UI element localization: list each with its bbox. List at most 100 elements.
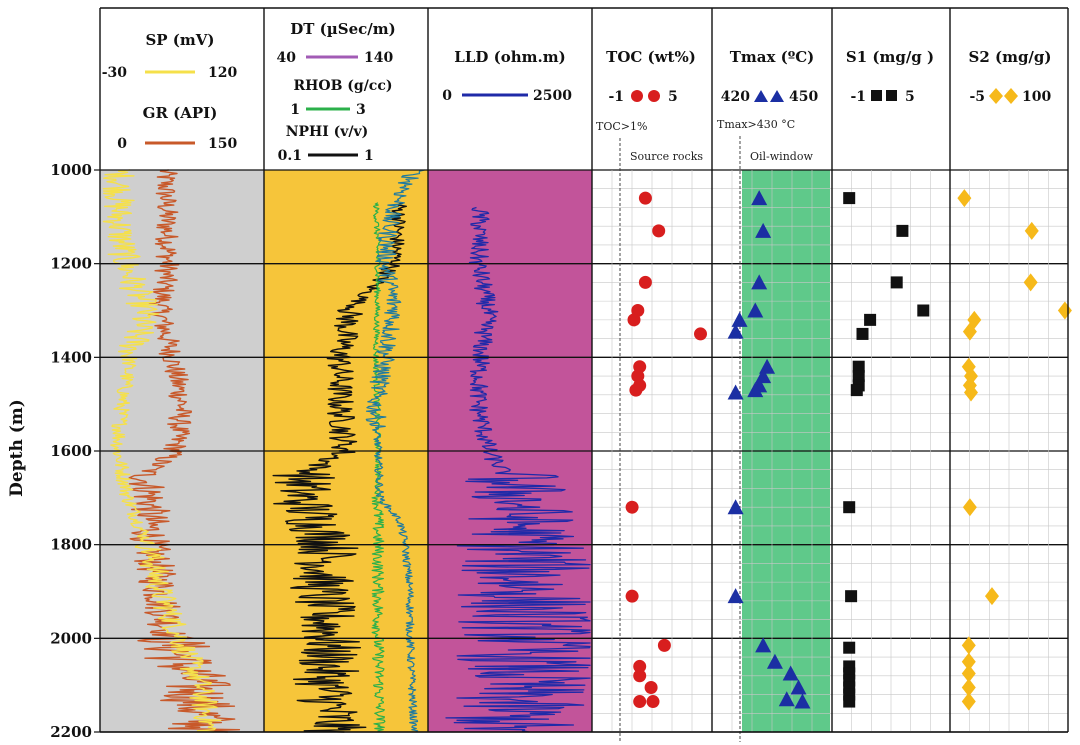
s1-title: S1 (mg/g ) [846, 48, 934, 66]
toc-max: 5 [668, 89, 678, 105]
y-tick-label: 1000 [50, 161, 92, 179]
tmax-point [794, 693, 811, 709]
s1-point [843, 501, 856, 514]
s2-point [961, 636, 976, 655]
y-tick-label: 2000 [50, 629, 92, 647]
toc-legend-marker [631, 90, 643, 102]
s2-point [984, 587, 999, 606]
s1-max: 5 [905, 89, 915, 105]
toc-point [625, 589, 639, 603]
s1-point [852, 360, 865, 373]
rhob-title: RHOB (g/cc) [294, 78, 393, 94]
gr-title: GR (API) [143, 104, 218, 122]
s1-point [896, 224, 909, 237]
toc-point [633, 669, 647, 683]
toc-zone-label: Source rocks [630, 150, 703, 163]
nphi-max: 1 [364, 148, 374, 164]
rhob-max: 3 [356, 102, 366, 118]
s1-point [852, 370, 865, 383]
tmax-point [790, 679, 807, 695]
lld-max: 2500 [533, 88, 572, 104]
toc-title: TOC (wt%) [606, 48, 696, 66]
toc-point [638, 275, 652, 289]
tmax-point [727, 499, 744, 515]
sp-title: SP (mV) [145, 31, 214, 49]
s1-point [843, 641, 856, 654]
y-tick-label: 1800 [50, 536, 92, 554]
dt-title: DT (µSec/m) [290, 20, 395, 38]
toc-threshold-label: TOC>1% [596, 120, 647, 133]
toc-point [629, 383, 643, 397]
tmax-point [751, 190, 768, 206]
toc-point [644, 681, 658, 695]
s2-title: S2 (mg/g) [968, 48, 1051, 66]
s2-point [961, 652, 976, 671]
sp-max: 120 [208, 65, 237, 81]
y-tick-label: 2200 [50, 723, 92, 741]
s1-point [845, 590, 858, 603]
rhob-curve [371, 202, 386, 733]
toc-point [627, 313, 641, 327]
s2-legend-marker [1004, 88, 1018, 104]
s1-point [917, 304, 930, 317]
s2-max: 100 [1022, 89, 1051, 105]
toc-point [652, 224, 666, 238]
toc-legend-marker [648, 90, 660, 102]
s2-point [957, 189, 972, 208]
tmax-point [747, 302, 764, 318]
s2-point [961, 664, 976, 683]
tmax-zone-label: Oil-window [750, 150, 813, 163]
gr-max: 150 [208, 136, 237, 152]
dt-min: 40 [277, 50, 297, 66]
lld-curve [445, 206, 591, 733]
nphi-min: 0.1 [278, 148, 302, 164]
s1-point [856, 327, 869, 340]
tmax-min: 420 [721, 89, 750, 105]
s1-legend-marker [886, 90, 897, 101]
tmax-point [727, 588, 744, 604]
nphi-title: NPHI (v/v) [286, 124, 369, 140]
toc-min: -1 [608, 89, 624, 105]
s1-point [843, 192, 856, 205]
s1-point [864, 313, 877, 326]
tmax-point [778, 691, 795, 707]
tmax-point [755, 222, 772, 238]
s2-legend-marker [989, 88, 1003, 104]
s2-point [961, 678, 976, 697]
toc-point [694, 327, 707, 341]
s1-min: -1 [850, 89, 866, 105]
y-axis-ticks: 1000 1200 1400 1600 1800 2000 2200 [50, 161, 100, 741]
s1-legend-marker [871, 90, 882, 101]
s1-point [850, 384, 863, 397]
y-axis-label: Depth (m) [7, 399, 27, 497]
tmax-max: 450 [789, 89, 818, 105]
s2-point [962, 498, 977, 517]
gr-min: 0 [117, 136, 127, 152]
toc-point [646, 695, 660, 709]
tmax-legend-marker [754, 90, 768, 102]
s1-point [890, 276, 903, 289]
tmax-point [731, 311, 748, 327]
tmax-point [782, 665, 799, 681]
tmax-point [747, 382, 764, 398]
tmax-title: Tmax (ºC) [730, 48, 815, 66]
toc-point [633, 695, 647, 709]
tmax-point [727, 323, 744, 339]
y-tick-label: 1200 [50, 255, 92, 273]
s2-point [1023, 273, 1038, 292]
tmax-legend-marker [770, 90, 784, 102]
tmax-point [755, 637, 772, 653]
dt-max: 140 [364, 50, 393, 66]
s2-min: -5 [969, 89, 985, 105]
frame [99, 7, 1069, 733]
tmax-point [727, 384, 744, 400]
tmax-threshold-label: Tmax>430 °C [717, 118, 795, 131]
toc-point [657, 638, 671, 652]
toc-point [638, 191, 652, 205]
s2-point [1057, 301, 1072, 320]
toc-point [625, 500, 639, 514]
tmax-point [751, 274, 768, 290]
lld-min: 0 [442, 88, 452, 104]
y-tick-label: 1600 [50, 442, 92, 460]
